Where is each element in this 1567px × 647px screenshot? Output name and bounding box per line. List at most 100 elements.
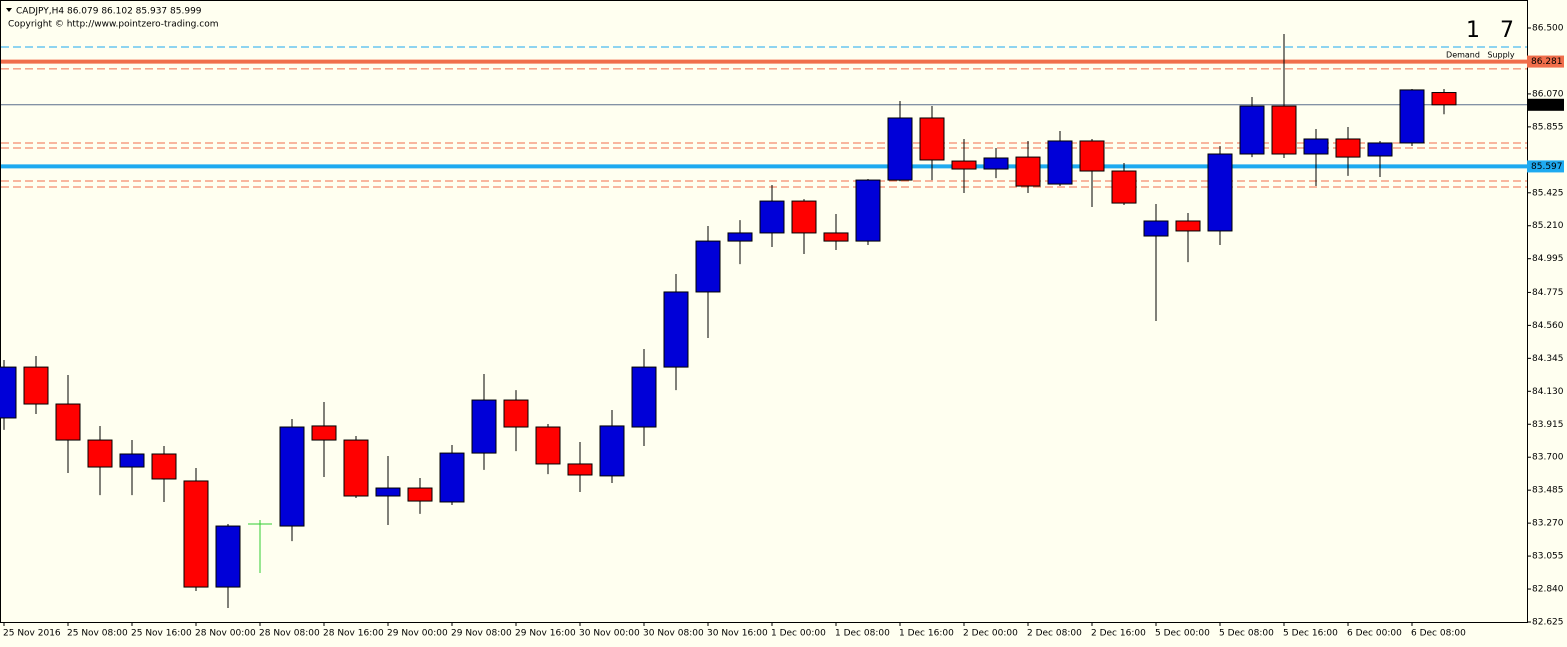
- x-tick-label: 30 Nov 00:00: [579, 629, 640, 639]
- candle-body: [1079, 140, 1105, 172]
- candle-body: [791, 200, 817, 234]
- level-tag-label: 85.597: [1531, 162, 1563, 172]
- candle-body: [1207, 153, 1233, 232]
- x-tick-label: 6 Dec 08:00: [1411, 629, 1466, 639]
- candle-body: [1239, 105, 1265, 155]
- candle-body: [471, 399, 497, 454]
- candle-body: [727, 232, 753, 242]
- x-tick-label: 25 Nov 2016: [3, 629, 61, 639]
- candle-body: [535, 426, 561, 465]
- candle-body: [343, 439, 369, 497]
- x-tick-label: 30 Nov 08:00: [643, 629, 704, 639]
- candle-body: [631, 366, 657, 428]
- demand-label: Demand: [1446, 51, 1480, 60]
- chart-title: CADJPY,H4 86.079 86.102 85.937 85.999: [16, 7, 202, 17]
- y-tick-label: 86.070: [1532, 89, 1564, 99]
- y-tick-label: 85.425: [1532, 188, 1564, 198]
- x-tick-label: 2 Dec 08:00: [1027, 629, 1082, 639]
- candle-body: [855, 179, 881, 242]
- candle-body: [983, 157, 1009, 170]
- candle-body: [1335, 138, 1361, 158]
- x-tick-label: 25 Nov 08:00: [67, 629, 128, 639]
- x-tick-label: 2 Dec 00:00: [963, 629, 1018, 639]
- level-tag: [1527, 55, 1564, 68]
- candle-body: [215, 525, 241, 588]
- x-tick-label: 1 Dec 16:00: [899, 629, 954, 639]
- candle-body: [1303, 138, 1329, 155]
- candle-body: [663, 291, 689, 368]
- candle-body: [919, 117, 945, 161]
- menu-arrow[interactable]: [6, 8, 12, 12]
- y-tick-label: 82.840: [1532, 585, 1564, 595]
- y-tick-label: 86.500: [1532, 24, 1564, 34]
- x-tick-label: 28 Nov 16:00: [323, 629, 384, 639]
- candle-body: [1015, 156, 1041, 187]
- candle-body: [823, 232, 849, 242]
- candle-body: [439, 452, 465, 503]
- supply-label: Supply: [1487, 51, 1515, 60]
- x-tick-label: 29 Nov 16:00: [515, 629, 576, 639]
- y-tick-label: 85.855: [1532, 122, 1564, 132]
- level-tag: [1527, 98, 1564, 111]
- y-tick-label: 84.775: [1532, 288, 1564, 298]
- x-tick-label: 5 Dec 00:00: [1155, 629, 1210, 639]
- y-tick-label: 83.915: [1532, 420, 1564, 430]
- y-tick-label: 84.995: [1532, 254, 1564, 264]
- x-tick-label: 6 Dec 00:00: [1347, 629, 1402, 639]
- level-tag: [1527, 160, 1564, 173]
- x-tick-label: 2 Dec 16:00: [1091, 629, 1146, 639]
- supply-count: 7: [1500, 18, 1514, 43]
- y-tick-label: 83.270: [1532, 519, 1564, 529]
- candle-body: [1175, 220, 1201, 232]
- y-tick-label: 82.625: [1532, 618, 1564, 628]
- x-tick-label: 25 Nov 16:00: [131, 629, 192, 639]
- x-tick-label: 5 Dec 08:00: [1219, 629, 1274, 639]
- x-tick-label: 29 Nov 08:00: [451, 629, 512, 639]
- y-tick-label: 83.485: [1532, 486, 1564, 496]
- demand-count: 1: [1466, 18, 1480, 43]
- x-tick-label: 30 Nov 16:00: [707, 629, 768, 639]
- candle-body: [0, 366, 17, 419]
- candle-body: [183, 480, 209, 588]
- copyright: Copyright © http://www.pointzero-trading…: [8, 20, 218, 30]
- candle-body: [887, 117, 913, 181]
- x-tick-label: 28 Nov 00:00: [195, 629, 256, 639]
- candle-body: [1047, 140, 1073, 185]
- y-tick-label: 83.700: [1532, 453, 1564, 463]
- x-tick-label: 1 Dec 00:00: [771, 629, 826, 639]
- candle-body: [311, 425, 337, 441]
- candle-body: [1111, 170, 1137, 204]
- level-tag-label: 86.281: [1531, 57, 1563, 67]
- candle-body: [695, 240, 721, 293]
- candle-body: [567, 463, 593, 476]
- x-tick-label: 28 Nov 08:00: [259, 629, 320, 639]
- candle-body: [87, 439, 113, 468]
- y-tick-label: 84.560: [1532, 321, 1564, 331]
- candle-body: [407, 487, 433, 502]
- y-tick-label: 84.345: [1532, 354, 1564, 364]
- candle-body: [1431, 92, 1457, 106]
- candle-body: [599, 425, 625, 477]
- candle-body: [375, 487, 401, 497]
- candle-body: [1271, 105, 1297, 155]
- plot-frame: [0, 0, 1528, 623]
- candle-body: [55, 403, 81, 441]
- candle-body: [151, 453, 177, 480]
- x-tick-label: 5 Dec 16:00: [1283, 629, 1338, 639]
- candle-body: [119, 453, 145, 468]
- y-tick-label: 83.055: [1532, 552, 1564, 562]
- candle-body: [1399, 89, 1425, 144]
- candle-body: [759, 200, 785, 234]
- candle-body: [1367, 142, 1393, 157]
- y-tick-label: 84.130: [1532, 387, 1564, 397]
- candle-body: [951, 160, 977, 170]
- candle-body: [1143, 220, 1169, 237]
- candle-body: [279, 426, 305, 527]
- y-tick-label: 85.210: [1532, 221, 1564, 231]
- candle-body: [23, 366, 49, 405]
- candle-body: [503, 399, 529, 428]
- level-tag-label: 85.999: [1531, 100, 1563, 110]
- x-tick-label: 29 Nov 00:00: [387, 629, 448, 639]
